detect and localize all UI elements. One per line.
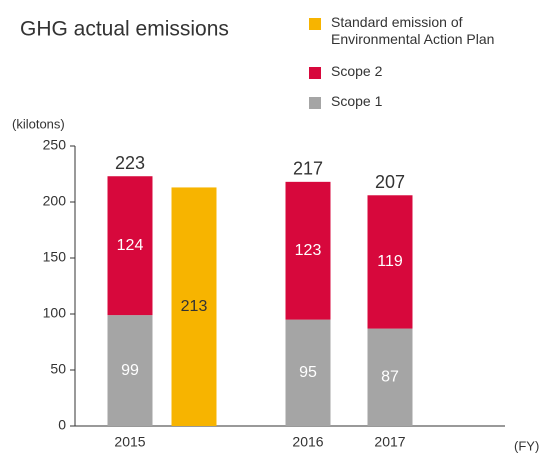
data-label: 123	[295, 242, 322, 259]
data-label: 119	[377, 253, 403, 270]
y-tick-label: 0	[58, 417, 66, 433]
bar-segment	[107, 176, 153, 316]
bar-segment	[107, 315, 153, 426]
legend-swatch	[309, 67, 321, 79]
y-axis-label: (kilotons)	[12, 116, 65, 131]
x-tick-label: 2015	[114, 434, 145, 450]
data-label: 95	[299, 364, 317, 381]
chart-title: GHG actual emissions	[20, 18, 229, 41]
legend-label: Scope 1	[331, 93, 383, 109]
x-tick-label: 2016	[292, 434, 323, 450]
total-label: 217	[293, 159, 323, 179]
data-label: 87	[381, 368, 399, 385]
legend-swatch	[309, 18, 321, 30]
legend-swatch	[309, 97, 321, 109]
x-axis-label: (FY)	[514, 438, 539, 453]
x-tick-label: 2017	[374, 434, 405, 450]
legend-label: Standard emission of Environmental Actio…	[331, 14, 495, 47]
total-label: 207	[375, 172, 405, 192]
data-label: 99	[121, 362, 139, 379]
total-label: 223	[115, 153, 145, 173]
data-label: 213	[181, 298, 208, 315]
bar-segment	[367, 195, 413, 329]
bar-segment	[285, 181, 331, 320]
y-tick-label: 100	[43, 305, 67, 321]
data-label: 124	[117, 237, 144, 254]
bar-segment	[285, 319, 331, 426]
bar-segment	[171, 187, 217, 426]
bar-segment	[367, 328, 413, 426]
legend-label: Scope 2	[331, 63, 383, 79]
y-tick-label: 150	[43, 249, 67, 265]
y-tick-label: 50	[50, 361, 66, 377]
y-tick-label: 250	[43, 137, 67, 153]
y-tick-label: 200	[43, 193, 67, 209]
